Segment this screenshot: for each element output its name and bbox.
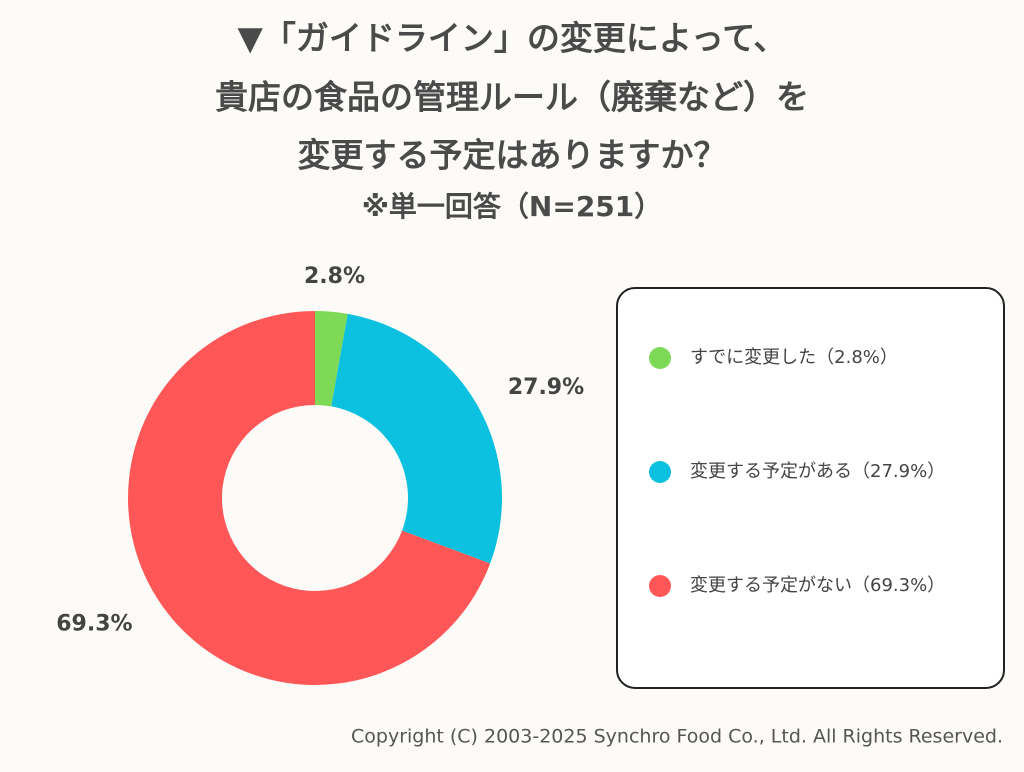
footer: Copyright (C) 2003-2025 Synchro Food Co.… <box>351 726 1003 748</box>
legend-label: すでに変更した（2.8%） <box>690 347 898 368</box>
slice <box>128 311 491 685</box>
legend-box <box>616 287 1005 689</box>
legend-label: 変更する予定がない（69.3%） <box>690 575 945 596</box>
data-label: 27.9% <box>508 375 584 400</box>
legend-swatch <box>649 575 671 597</box>
legend-swatch <box>649 461 671 483</box>
legend-swatch <box>649 347 671 369</box>
data-label: 2.8% <box>304 264 365 289</box>
chart-title: 貴店の食品の管理ルール（廃棄など）を <box>215 78 809 117</box>
chart-title: 変更する予定はありますか？ <box>298 136 727 175</box>
legend-label: 変更する予定がある（27.9%） <box>690 461 945 482</box>
chart-title: ▼「ガイドライン」の変更によって、 <box>237 19 786 58</box>
slice <box>315 311 348 407</box>
chart-subtitle: ※単一回答（N=251） <box>362 190 663 223</box>
data-label: 69.3% <box>56 612 132 637</box>
slice <box>331 313 502 564</box>
